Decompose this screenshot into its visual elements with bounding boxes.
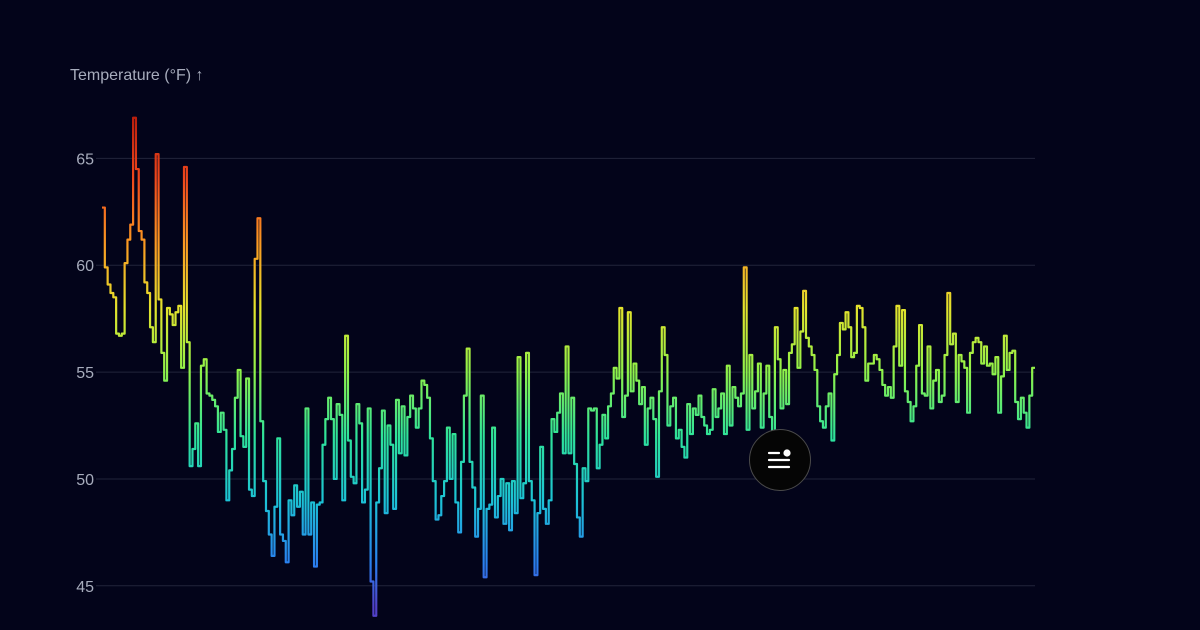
y-tick-label: 65 — [76, 151, 94, 168]
menu-button[interactable] — [749, 429, 811, 491]
series-group — [102, 116, 1035, 617]
y-tick-label: 50 — [76, 472, 94, 489]
temperature-series-line — [102, 116, 1035, 617]
menu-list-icon — [767, 449, 791, 469]
y-tick-label: 55 — [76, 365, 94, 382]
y-axis-label: Temperature (°F) ↑ — [70, 67, 204, 84]
y-axis-ticks: 45 50 55 60 65 — [76, 151, 94, 595]
y-tick-label: 60 — [76, 258, 94, 275]
y-tick-label: 45 — [76, 579, 94, 596]
